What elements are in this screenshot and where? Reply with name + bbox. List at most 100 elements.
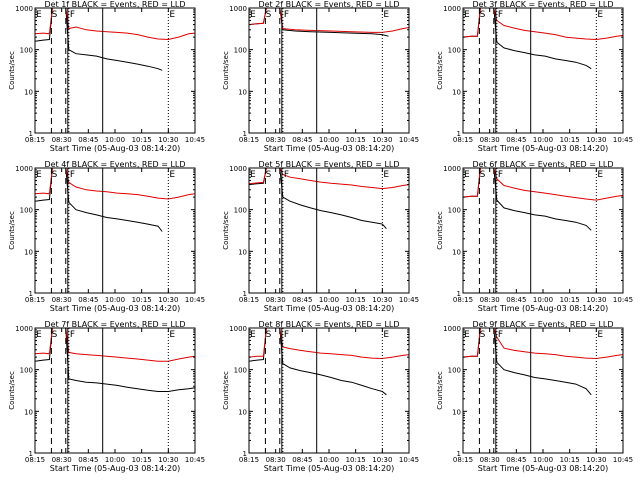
y-tick-label: 10: [24, 408, 33, 416]
y-tick-label: 1: [457, 450, 461, 458]
x-tick-label: 10:45: [185, 296, 205, 304]
marker-label-f: F: [70, 330, 75, 340]
y-tick-label: 1000: [15, 5, 33, 13]
y-tick-label: 1: [29, 450, 33, 458]
x-tick-label: 10:15: [132, 456, 152, 464]
y-tick-label: 1000: [229, 165, 247, 173]
panel-title: Det 6f BLACK = Events, RED = LLD: [472, 160, 613, 169]
x-tick-label: 08:45: [506, 456, 526, 464]
panel-title: Det 3f BLACK = Events, RED = LLD: [472, 0, 613, 9]
x-tick-label: 10:00: [533, 456, 553, 464]
y-tick-label: 100: [448, 207, 461, 215]
y-tick-label: 1: [457, 130, 461, 138]
marker-label-f: F: [284, 10, 289, 20]
marker-label-f: F: [70, 10, 75, 20]
y-tick-label: 10: [452, 408, 461, 416]
y-tick-label: 10: [238, 408, 247, 416]
x-tick-label: 10:15: [560, 456, 580, 464]
x-tick-label: 08:30: [480, 456, 500, 464]
marker-label-f: F: [284, 170, 289, 180]
marker-label-s: S: [52, 330, 58, 340]
x-tick-label: 10:15: [132, 296, 152, 304]
marker-label-s: S: [266, 10, 272, 20]
x-tick-label: 08:15: [453, 296, 473, 304]
x-tick-label: 10:00: [105, 456, 125, 464]
x-tick-label: 08:30: [52, 456, 72, 464]
x-tick-label: 10:00: [533, 136, 553, 144]
x-tick-label: 08:45: [292, 296, 312, 304]
marker-label-e-start: E: [464, 170, 470, 180]
x-tick-label: 10:15: [560, 296, 580, 304]
marker-label-f: F: [498, 330, 503, 340]
y-tick-label: 1000: [443, 165, 461, 173]
y-tick-label: 1: [243, 450, 247, 458]
x-tick-label: 10:45: [399, 456, 419, 464]
x-tick-label: 08:45: [78, 456, 98, 464]
x-axis-label: Start Time (05-Aug-03 08:14:20): [50, 464, 181, 473]
x-tick-label: 08:30: [266, 296, 286, 304]
marker-label-e-start: E: [36, 170, 42, 180]
x-tick-label: 10:15: [346, 136, 366, 144]
x-tick-label: 08:30: [266, 136, 286, 144]
plot-frame: [462, 7, 624, 134]
marker-label-s: S: [480, 330, 486, 340]
plot-frame: [248, 7, 410, 134]
x-tick-label: 08:15: [239, 136, 259, 144]
y-tick-label: 100: [20, 47, 33, 55]
marker-label-f: F: [498, 10, 503, 20]
marker-label-e-start: E: [36, 330, 42, 340]
y-tick-label: 100: [20, 207, 33, 215]
marker-label-e-start: E: [250, 10, 256, 20]
y-tick-label: 10: [24, 88, 33, 96]
x-tick-label: 10:00: [533, 296, 553, 304]
marker-label-s: S: [266, 330, 272, 340]
x-tick-label: 08:15: [25, 456, 45, 464]
x-tick-label: 08:30: [52, 296, 72, 304]
y-axis-label: Counts/sec: [436, 51, 444, 90]
y-axis-label: Counts/sec: [436, 371, 444, 410]
x-tick-label: 10:00: [319, 456, 339, 464]
x-tick-label: 10:00: [319, 136, 339, 144]
x-tick-label: 10:15: [346, 296, 366, 304]
x-tick-label: 10:30: [586, 296, 606, 304]
x-tick-label: 10:30: [158, 296, 178, 304]
x-axis-label: Start Time (05-Aug-03 08:14:20): [50, 144, 181, 153]
x-tick-label: 08:30: [480, 296, 500, 304]
y-tick-label: 1000: [229, 325, 247, 333]
x-tick-label: 10:30: [372, 136, 392, 144]
marker-label-e-end: E: [383, 10, 389, 20]
panel-title: Det 1f BLACK = Events, RED = LLD: [44, 0, 185, 9]
panel-title: Det 2f BLACK = Events, RED = LLD: [258, 0, 399, 9]
marker-label-e-end: E: [597, 330, 603, 340]
plot-frame: [34, 7, 196, 134]
plot-frame: [248, 327, 410, 454]
y-tick-label: 1000: [229, 5, 247, 13]
y-tick-label: 10: [452, 88, 461, 96]
y-tick-label: 100: [234, 47, 247, 55]
marker-label-e-end: E: [169, 330, 175, 340]
x-tick-label: 08:15: [453, 136, 473, 144]
x-tick-label: 10:45: [185, 456, 205, 464]
x-tick-label: 08:15: [453, 456, 473, 464]
marker-label-e-end: E: [169, 10, 175, 20]
panel-title: Det 7f BLACK = Events, RED = LLD: [44, 320, 185, 329]
x-tick-label: 10:00: [105, 136, 125, 144]
x-axis-label: Start Time (05-Aug-03 08:14:20): [264, 144, 395, 153]
x-tick-label: 10:45: [399, 136, 419, 144]
y-tick-label: 100: [234, 367, 247, 375]
x-axis-label: Start Time (05-Aug-03 08:14:20): [478, 144, 609, 153]
marker-label-e-start: E: [36, 10, 42, 20]
y-axis-label: Counts/sec: [222, 211, 230, 250]
y-axis-label: Counts/sec: [436, 211, 444, 250]
x-tick-label: 08:45: [78, 136, 98, 144]
y-tick-label: 1000: [15, 325, 33, 333]
marker-label-e-start: E: [250, 170, 256, 180]
x-tick-label: 08:30: [52, 136, 72, 144]
marker-label-f: F: [498, 170, 503, 180]
